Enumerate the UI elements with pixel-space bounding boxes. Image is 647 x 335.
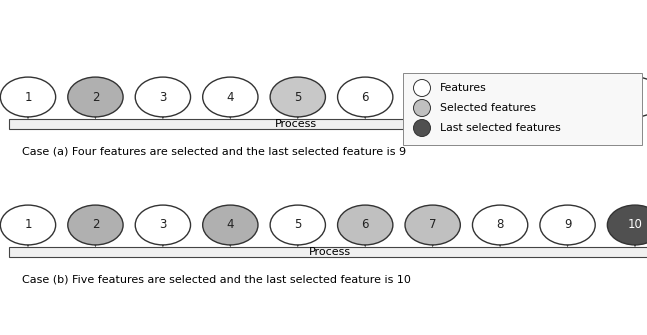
Text: 2: 2 [92,90,99,104]
Text: Process: Process [309,247,351,257]
Text: 10: 10 [628,90,642,104]
Ellipse shape [472,205,528,245]
Text: 4: 4 [226,90,234,104]
Text: Case (a) Four features are selected and the last selected feature is 9: Case (a) Four features are selected and … [22,146,406,156]
FancyBboxPatch shape [403,73,642,145]
Text: 8: 8 [496,218,504,231]
Bar [8,119,584,129]
Ellipse shape [68,77,123,117]
Text: 5: 5 [294,218,302,231]
Text: 9: 9 [564,90,571,104]
FancyArrow shape [584,113,609,135]
Text: Selected features: Selected features [440,103,536,113]
Ellipse shape [270,205,325,245]
Ellipse shape [338,205,393,245]
Text: 6: 6 [362,218,369,231]
Text: 7: 7 [429,90,437,104]
Ellipse shape [270,77,325,117]
Text: 3: 3 [159,218,166,231]
Text: 4: 4 [226,218,234,231]
Ellipse shape [608,205,647,245]
Ellipse shape [203,77,258,117]
Text: 1: 1 [24,218,32,231]
Text: 8: 8 [496,90,504,104]
Ellipse shape [413,99,430,117]
Ellipse shape [405,77,460,117]
Ellipse shape [472,77,528,117]
Text: 10: 10 [628,218,642,231]
Text: Features: Features [440,83,487,93]
Ellipse shape [135,205,190,245]
Ellipse shape [1,205,56,245]
Text: Case (b) Five features are selected and the last selected feature is 10: Case (b) Five features are selected and … [22,274,411,284]
Ellipse shape [540,77,595,117]
Ellipse shape [405,205,460,245]
Ellipse shape [413,120,430,136]
Ellipse shape [68,205,123,245]
Text: 9: 9 [564,218,571,231]
Text: Last selected features: Last selected features [440,123,561,133]
Text: 6: 6 [362,90,369,104]
Text: Process: Process [276,119,318,129]
Ellipse shape [1,77,56,117]
Ellipse shape [135,77,190,117]
Ellipse shape [338,77,393,117]
Bar [8,247,647,257]
Text: 5: 5 [294,90,302,104]
Text: 1: 1 [24,90,32,104]
Ellipse shape [608,77,647,117]
Ellipse shape [203,205,258,245]
Ellipse shape [540,205,595,245]
Text: 2: 2 [92,218,99,231]
Ellipse shape [413,79,430,96]
Text: 7: 7 [429,218,437,231]
Text: 3: 3 [159,90,166,104]
